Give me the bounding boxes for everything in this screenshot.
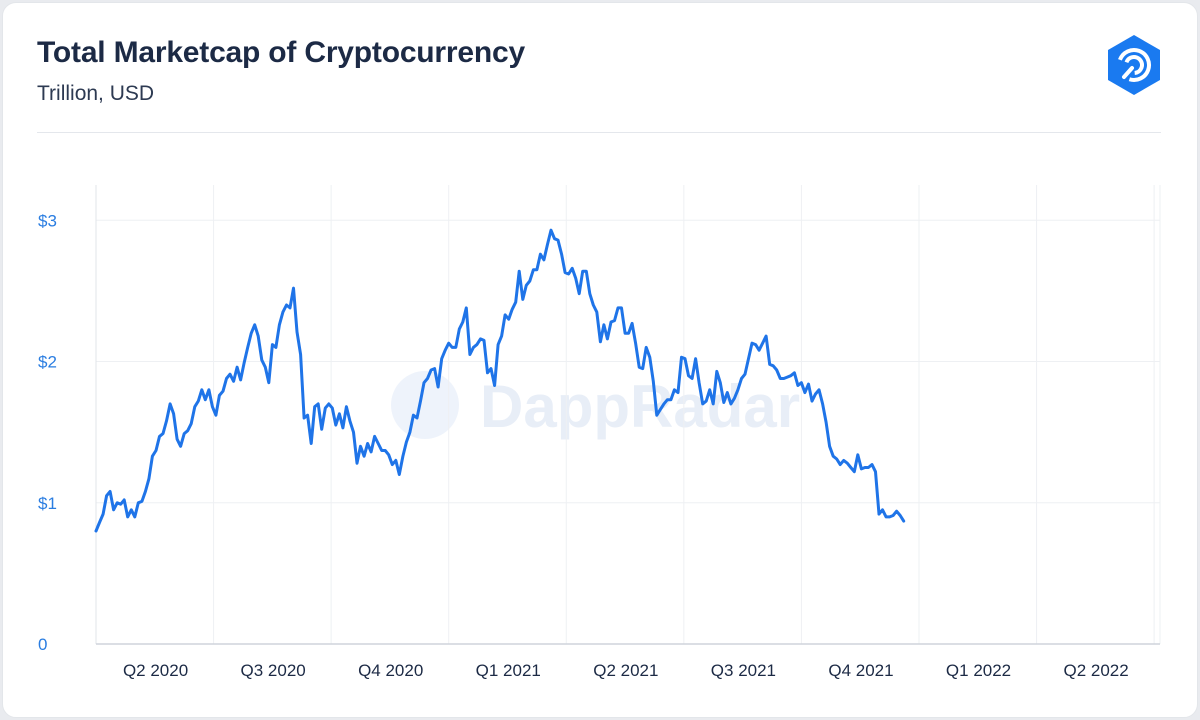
dappradar-logo-icon[interactable] [1102,33,1166,97]
x-tick-label: Q4 2021 [828,661,893,680]
x-tick-label: Q4 2020 [358,661,423,680]
x-tick-label: Q1 2021 [476,661,541,680]
y-tick-label: $2 [38,353,57,372]
x-tick-label: Q2 2021 [593,661,658,680]
y-tick-label: $3 [38,211,57,230]
grid-lines [96,185,1160,644]
x-tick-label: Q3 2020 [241,661,306,680]
watermark-logo-icon [391,371,459,439]
x-tick-labels: Q2 2020 Q3 2020 Q4 2020 Q1 2021 Q2 2021 Q3 20… [123,661,1129,680]
watermark: DappRadar [391,371,800,440]
series-line [94,228,906,533]
x-tick-label: Q2 2020 [123,661,188,680]
y-tick-label: $1 [38,494,57,513]
x-tick-label: Q3 2021 [711,661,776,680]
y-tick-labels: 0 $1 $2 $3 [38,211,57,654]
series-layer [94,228,906,533]
x-tick-label: Q2 2022 [1064,661,1129,680]
chart-title: Total Marketcap of Cryptocurrency [37,36,525,69]
axes [95,185,1161,645]
y-tick-label: 0 [38,635,47,654]
header-divider [37,132,1161,133]
x-tick-label: Q1 2022 [946,661,1011,680]
watermark-text: DappRadar [480,373,800,440]
chart-subtitle: Trillion, USD [37,82,155,105]
